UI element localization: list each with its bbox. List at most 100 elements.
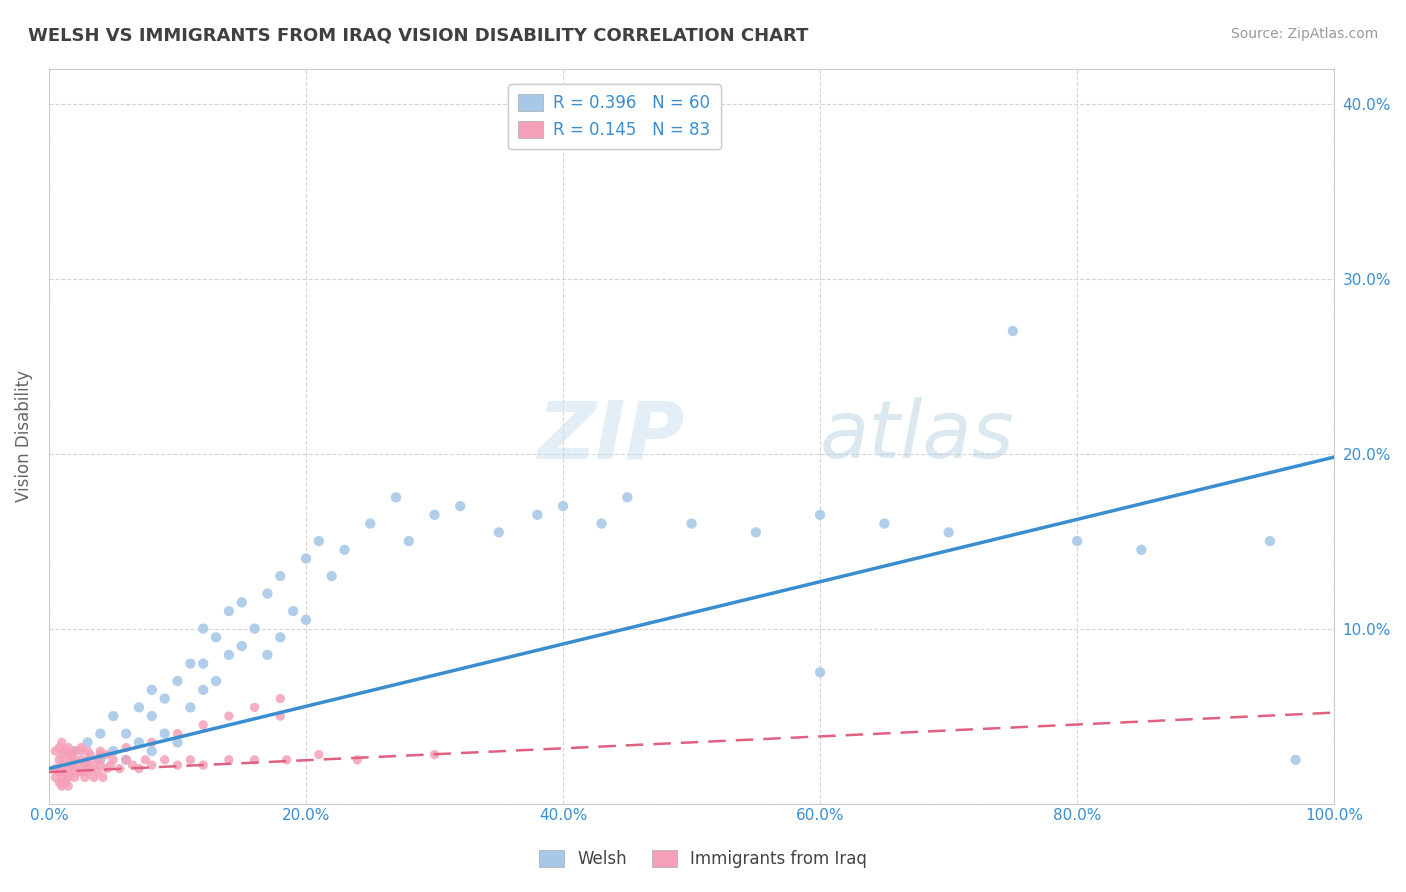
- Point: [60, 747, 83, 762]
- Point: [128, 735, 150, 749]
- Point: [218, 648, 240, 662]
- Point: [115, 740, 138, 755]
- Point: [70, 740, 93, 755]
- Point: [231, 595, 253, 609]
- Point: [218, 604, 240, 618]
- Point: [63, 762, 86, 776]
- Point: [231, 639, 253, 653]
- Point: [66, 758, 89, 772]
- Point: [115, 753, 138, 767]
- Point: [76, 735, 98, 749]
- Point: [873, 516, 896, 531]
- Point: [51, 758, 73, 772]
- Point: [153, 726, 176, 740]
- Point: [308, 747, 330, 762]
- Point: [488, 525, 510, 540]
- Point: [70, 744, 93, 758]
- Point: [333, 542, 356, 557]
- Point: [76, 765, 98, 780]
- Point: [79, 762, 101, 776]
- Point: [66, 765, 89, 780]
- Point: [63, 753, 86, 767]
- Point: [51, 779, 73, 793]
- Point: [108, 762, 131, 776]
- Point: [153, 691, 176, 706]
- Point: [91, 770, 114, 784]
- Point: [526, 508, 548, 522]
- Point: [141, 709, 163, 723]
- Point: [89, 726, 111, 740]
- Point: [58, 770, 80, 784]
- Point: [321, 569, 343, 583]
- Point: [243, 622, 266, 636]
- Point: [295, 613, 318, 627]
- Point: [179, 753, 201, 767]
- Point: [808, 665, 831, 680]
- Point: [48, 740, 70, 755]
- Point: [1284, 753, 1306, 767]
- Point: [103, 753, 125, 767]
- Point: [808, 508, 831, 522]
- Point: [44, 770, 66, 784]
- Point: [128, 700, 150, 714]
- Point: [269, 709, 291, 723]
- Point: [591, 516, 613, 531]
- Point: [53, 753, 76, 767]
- Point: [141, 735, 163, 749]
- Point: [1001, 324, 1024, 338]
- Point: [51, 747, 73, 762]
- Point: [269, 691, 291, 706]
- Point: [938, 525, 960, 540]
- Point: [48, 775, 70, 789]
- Point: [346, 753, 368, 767]
- Legend: R = 0.396   N = 60, R = 0.145   N = 83: R = 0.396 N = 60, R = 0.145 N = 83: [509, 84, 720, 149]
- Legend: Welsh, Immigrants from Iraq: Welsh, Immigrants from Iraq: [533, 843, 873, 875]
- Point: [103, 709, 125, 723]
- Point: [308, 534, 330, 549]
- Point: [218, 709, 240, 723]
- Text: WELSH VS IMMIGRANTS FROM IRAQ VISION DISABILITY CORRELATION CHART: WELSH VS IMMIGRANTS FROM IRAQ VISION DIS…: [28, 27, 808, 45]
- Point: [89, 744, 111, 758]
- Point: [115, 726, 138, 740]
- Point: [76, 758, 98, 772]
- Point: [103, 744, 125, 758]
- Point: [73, 770, 96, 784]
- Point: [1066, 534, 1088, 549]
- Point: [51, 769, 73, 783]
- Point: [283, 604, 305, 618]
- Point: [179, 700, 201, 714]
- Point: [58, 770, 80, 784]
- Point: [87, 753, 110, 767]
- Point: [193, 758, 215, 772]
- Point: [83, 770, 105, 784]
- Point: [218, 753, 240, 767]
- Point: [83, 758, 105, 772]
- Point: [76, 753, 98, 767]
- Point: [76, 744, 98, 758]
- Text: Source: ZipAtlas.com: Source: ZipAtlas.com: [1230, 27, 1378, 41]
- Point: [128, 762, 150, 776]
- Point: [166, 758, 188, 772]
- Point: [100, 758, 122, 772]
- Point: [179, 657, 201, 671]
- Point: [276, 753, 298, 767]
- Point: [79, 747, 101, 762]
- Point: [44, 762, 66, 776]
- Point: [141, 758, 163, 772]
- Point: [256, 586, 278, 600]
- Point: [141, 682, 163, 697]
- Point: [166, 674, 188, 689]
- Point: [423, 747, 446, 762]
- Point: [60, 765, 83, 780]
- Point: [134, 753, 156, 767]
- Point: [58, 740, 80, 755]
- Point: [141, 744, 163, 758]
- Point: [243, 700, 266, 714]
- Point: [193, 657, 215, 671]
- Text: atlas: atlas: [820, 397, 1015, 475]
- Point: [1130, 542, 1153, 557]
- Point: [616, 491, 638, 505]
- Point: [73, 758, 96, 772]
- Point: [449, 499, 471, 513]
- Point: [53, 744, 76, 758]
